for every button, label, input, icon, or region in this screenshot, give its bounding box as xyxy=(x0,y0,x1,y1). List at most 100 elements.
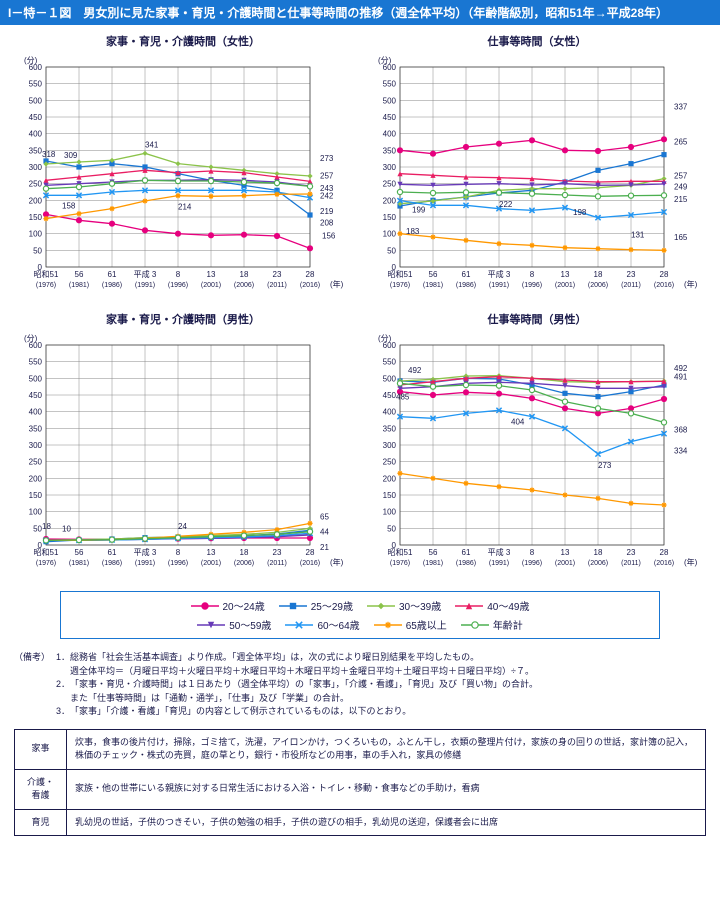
svg-text:13: 13 xyxy=(561,548,570,557)
svg-text:13: 13 xyxy=(561,270,570,279)
svg-text:(年): (年) xyxy=(330,279,344,289)
svg-text:500: 500 xyxy=(383,96,397,105)
svg-text:600: 600 xyxy=(29,341,43,350)
chart-title-tr: 仕事等時間（女性） xyxy=(364,33,710,49)
svg-text:222: 222 xyxy=(499,200,513,209)
svg-text:600: 600 xyxy=(383,341,397,350)
svg-text:50: 50 xyxy=(387,246,396,255)
chart-svg-br: (分)050100150200250300350400450500550600昭… xyxy=(364,331,704,581)
svg-text:200: 200 xyxy=(29,196,43,205)
svg-text:(2016): (2016) xyxy=(654,560,674,567)
svg-text:300: 300 xyxy=(29,163,43,172)
svg-text:600: 600 xyxy=(29,63,43,72)
svg-text:219: 219 xyxy=(320,207,334,216)
legend-item: 65歳以上 xyxy=(374,617,447,632)
svg-text:300: 300 xyxy=(29,441,43,450)
svg-text:500: 500 xyxy=(383,374,397,383)
svg-text:265: 265 xyxy=(674,138,688,147)
svg-text:18: 18 xyxy=(240,548,249,557)
svg-text:(2006): (2006) xyxy=(588,282,608,289)
svg-text:10: 10 xyxy=(62,525,71,534)
svg-text:500: 500 xyxy=(29,374,43,383)
svg-text:13: 13 xyxy=(207,270,216,279)
svg-text:56: 56 xyxy=(429,270,438,279)
svg-text:150: 150 xyxy=(29,213,43,222)
svg-text:(1996): (1996) xyxy=(522,560,542,567)
chart-br: 仕事等時間（男性） (分)050100150200250300350400450… xyxy=(364,311,710,581)
svg-text:昭和51: 昭和51 xyxy=(388,270,413,279)
svg-text:昭和51: 昭和51 xyxy=(34,548,59,557)
svg-text:200: 200 xyxy=(383,196,397,205)
svg-text:23: 23 xyxy=(273,548,282,557)
svg-text:24: 24 xyxy=(178,522,187,531)
svg-text:(2011): (2011) xyxy=(621,560,641,567)
svg-text:350: 350 xyxy=(383,146,397,155)
legend-item: 20～24歳 xyxy=(191,598,265,613)
svg-text:341: 341 xyxy=(145,140,159,149)
svg-text:208: 208 xyxy=(320,219,334,228)
svg-text:200: 200 xyxy=(29,474,43,483)
svg-text:28: 28 xyxy=(660,548,669,557)
chart-svg-bl: (分)050100150200250300350400450500550600昭… xyxy=(10,331,350,581)
title-bar: I－特－１図 男女別に見た家事・育児・介護時間と仕事等時間の推移（週全体平均）（… xyxy=(0,0,720,25)
svg-text:156: 156 xyxy=(322,231,336,240)
legend: 20～24歳25～29歳30～39歳40～49歳 50～59歳60～64歳65歳… xyxy=(60,591,660,639)
legend-item: 60～64歳 xyxy=(285,617,359,632)
notes: （備考）1．総務省「社会生活基本調査」より作成。「週全体平均」は，次の式により曜… xyxy=(0,647,720,723)
svg-text:150: 150 xyxy=(29,491,43,500)
svg-text:400: 400 xyxy=(29,130,43,139)
svg-text:550: 550 xyxy=(29,80,43,89)
svg-text:平成 3: 平成 3 xyxy=(134,269,157,279)
svg-text:100: 100 xyxy=(29,230,43,239)
svg-text:23: 23 xyxy=(627,548,636,557)
svg-text:(1981): (1981) xyxy=(69,282,89,289)
svg-text:(1976): (1976) xyxy=(36,282,56,289)
svg-text:(年): (年) xyxy=(330,557,344,567)
svg-text:61: 61 xyxy=(462,270,471,279)
svg-text:450: 450 xyxy=(29,113,43,122)
svg-text:350: 350 xyxy=(383,424,397,433)
svg-text:150: 150 xyxy=(383,491,397,500)
svg-text:平成 3: 平成 3 xyxy=(488,547,511,557)
svg-text:(2001): (2001) xyxy=(555,282,575,289)
svg-text:250: 250 xyxy=(383,458,397,467)
svg-text:300: 300 xyxy=(383,163,397,172)
svg-text:(年): (年) xyxy=(684,279,698,289)
svg-text:(2001): (2001) xyxy=(201,282,221,289)
svg-text:100: 100 xyxy=(383,508,397,517)
svg-text:28: 28 xyxy=(660,270,669,279)
svg-text:300: 300 xyxy=(383,441,397,450)
svg-text:550: 550 xyxy=(29,358,43,367)
svg-text:(1986): (1986) xyxy=(102,560,122,567)
svg-text:18: 18 xyxy=(240,270,249,279)
svg-text:200: 200 xyxy=(383,474,397,483)
definition-table: 家事炊事，食事の後片付け，掃除，ゴミ捨て，洗濯，アイロンかけ，つくろいもの，ふと… xyxy=(14,729,706,837)
svg-text:65: 65 xyxy=(320,512,329,521)
svg-text:450: 450 xyxy=(383,391,397,400)
charts-grid: 家事・育児・介護時間（女性） (分)0501001502002503003504… xyxy=(0,25,720,585)
svg-text:(2001): (2001) xyxy=(555,560,575,567)
svg-text:(1986): (1986) xyxy=(102,282,122,289)
svg-text:(1986): (1986) xyxy=(456,282,476,289)
svg-text:500: 500 xyxy=(29,96,43,105)
svg-text:334: 334 xyxy=(674,447,688,456)
svg-text:250: 250 xyxy=(29,180,43,189)
svg-text:150: 150 xyxy=(383,213,397,222)
legend-item: 50～59歳 xyxy=(197,617,271,632)
svg-text:337: 337 xyxy=(674,102,688,111)
svg-text:250: 250 xyxy=(383,180,397,189)
svg-text:257: 257 xyxy=(320,171,334,180)
svg-text:273: 273 xyxy=(598,461,612,470)
svg-text:350: 350 xyxy=(29,424,43,433)
svg-text:(2006): (2006) xyxy=(588,560,608,567)
svg-text:404: 404 xyxy=(511,417,525,426)
chart-title-tl: 家事・育児・介護時間（女性） xyxy=(10,33,356,49)
svg-text:61: 61 xyxy=(108,548,117,557)
svg-text:8: 8 xyxy=(530,270,535,279)
svg-text:50: 50 xyxy=(33,246,42,255)
svg-text:273: 273 xyxy=(320,154,334,163)
svg-text:350: 350 xyxy=(29,146,43,155)
svg-text:23: 23 xyxy=(273,270,282,279)
svg-text:(2006): (2006) xyxy=(234,282,254,289)
svg-text:368: 368 xyxy=(674,425,688,434)
